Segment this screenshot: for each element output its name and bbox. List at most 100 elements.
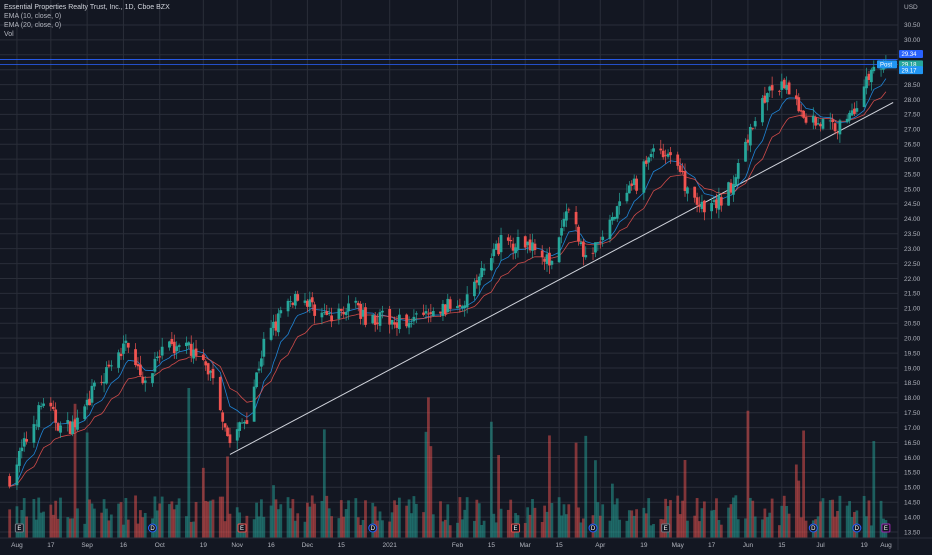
event-marker[interactable]: D	[808, 523, 818, 533]
price-tick-label: 20.50	[904, 321, 921, 328]
candle	[649, 149, 653, 162]
candle	[139, 355, 142, 377]
volume-bar	[390, 512, 394, 538]
candle-body	[577, 226, 580, 242]
volume-bar	[627, 510, 631, 538]
earnings-marker[interactable]	[881, 523, 891, 533]
earnings-marker[interactable]	[511, 523, 521, 533]
volume-bar	[635, 509, 638, 538]
dividend-marker[interactable]	[808, 523, 818, 533]
time-tick-label: Aug	[880, 542, 892, 549]
volume-bar	[393, 500, 396, 538]
candle	[141, 371, 145, 385]
candle	[378, 309, 382, 333]
volume-bar	[879, 500, 883, 538]
volume-bar	[119, 502, 123, 538]
time-tick-label: Aug	[11, 542, 23, 549]
event-marker[interactable]: E	[511, 523, 521, 533]
candle	[523, 235, 527, 251]
event-marker[interactable]: D	[368, 523, 378, 533]
candle	[134, 343, 137, 368]
candle	[514, 243, 517, 260]
volume-bar	[177, 498, 181, 538]
candle-body	[727, 182, 730, 206]
candle	[252, 379, 256, 422]
volume-bar	[550, 503, 554, 538]
post-badge: Post	[877, 60, 897, 69]
candle	[516, 229, 520, 258]
earnings-marker[interactable]	[237, 523, 247, 533]
candle	[557, 236, 561, 264]
price-tick-label: 15.00	[904, 485, 921, 492]
volume-bar	[32, 498, 36, 538]
event-marker[interactable]: D	[147, 523, 157, 533]
volume-bar	[751, 500, 755, 538]
volume-bar	[695, 498, 699, 538]
candle-body	[25, 439, 29, 442]
volume-bar	[279, 504, 283, 538]
candle-body	[862, 86, 866, 107]
event-marker[interactable]: D	[588, 523, 598, 533]
volume-bar	[85, 432, 89, 538]
candle-body	[313, 304, 317, 316]
candle-body	[732, 184, 735, 195]
candle	[676, 151, 680, 170]
volume-bar	[865, 516, 868, 538]
candle-body	[56, 423, 60, 431]
candle-body	[482, 268, 486, 271]
dividend-marker[interactable]	[852, 523, 862, 533]
volume-bar	[303, 521, 307, 538]
volume-bar	[269, 505, 273, 538]
time-tick-label: 15	[778, 542, 786, 549]
volume-bar	[376, 520, 379, 538]
event-marker[interactable]: E	[661, 523, 671, 533]
candle	[187, 341, 191, 349]
earnings-marker[interactable]	[14, 523, 24, 533]
candle-body	[804, 117, 808, 123]
volume-bar	[51, 514, 55, 538]
dividend-marker[interactable]	[368, 523, 378, 533]
event-marker[interactable]: D	[852, 523, 862, 533]
event-marker-label: E	[664, 526, 668, 532]
time-tick-label: 16	[267, 542, 275, 549]
candle-body	[344, 311, 348, 315]
event-marker[interactable]: E	[881, 523, 891, 533]
candle-body	[320, 312, 324, 318]
candle-body	[218, 376, 222, 411]
event-marker[interactable]: E	[237, 523, 247, 533]
ema10-line	[9, 78, 887, 487]
trend-line[interactable]	[229, 102, 894, 455]
candle	[712, 197, 716, 206]
volume-bar	[613, 504, 617, 538]
candle	[296, 290, 300, 302]
volume-bar	[717, 520, 721, 538]
volume-bar	[596, 502, 600, 538]
volume-bar	[59, 497, 62, 538]
candle	[243, 420, 246, 430]
candle	[279, 306, 283, 318]
dividend-marker[interactable]	[588, 523, 598, 533]
candle	[54, 402, 58, 431]
candle	[37, 401, 41, 431]
candle	[463, 300, 467, 317]
candle	[686, 186, 689, 202]
volume-bar	[594, 460, 597, 538]
candle-body	[879, 68, 883, 70]
volume-bar	[509, 499, 513, 538]
event-marker[interactable]: E	[14, 523, 24, 533]
candle-body	[42, 403, 45, 406]
volume-bar	[804, 520, 808, 538]
candle	[337, 303, 341, 325]
volume-bar	[322, 429, 326, 538]
earnings-marker[interactable]	[661, 523, 671, 533]
dividend-marker[interactable]	[147, 523, 157, 533]
volume-bar	[477, 503, 481, 538]
candle-body	[37, 405, 41, 428]
candle-body	[446, 298, 450, 313]
volume-bar	[577, 507, 580, 538]
candle-body	[34, 424, 38, 426]
candle-body	[221, 412, 225, 422]
event-marker-label: E	[17, 526, 21, 532]
